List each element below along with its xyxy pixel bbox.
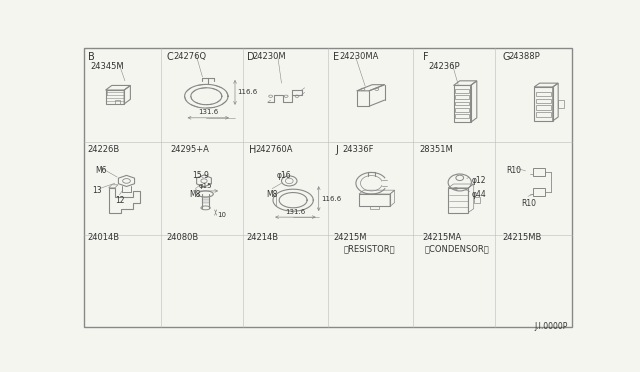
Text: F: F — [422, 52, 428, 62]
Text: R10: R10 — [506, 166, 521, 174]
Bar — [536, 112, 551, 117]
Bar — [558, 100, 564, 108]
Text: 131.6: 131.6 — [285, 209, 305, 215]
Text: 24336F: 24336F — [342, 145, 374, 154]
Bar — [532, 168, 545, 176]
Text: H: H — [249, 145, 257, 155]
Text: φ16: φ16 — [277, 171, 291, 180]
Text: 24230M: 24230M — [253, 52, 287, 61]
Bar — [455, 108, 469, 112]
Text: 24214B: 24214B — [246, 233, 279, 242]
Text: 〈CONDENSOR〉: 〈CONDENSOR〉 — [424, 245, 489, 254]
Text: M6: M6 — [95, 166, 107, 174]
Text: 24226B: 24226B — [88, 145, 120, 154]
Text: D: D — [246, 52, 254, 62]
Text: 24014B: 24014B — [88, 233, 120, 242]
Text: 24080B: 24080B — [167, 233, 199, 242]
Text: M8: M8 — [266, 190, 277, 199]
Bar — [370, 206, 379, 209]
Text: C: C — [167, 52, 173, 62]
Text: 24295+A: 24295+A — [170, 145, 209, 154]
Bar — [532, 188, 545, 196]
Bar — [359, 194, 390, 206]
Text: 24276Q: 24276Q — [173, 52, 206, 61]
Bar — [536, 99, 551, 103]
Text: M8: M8 — [189, 190, 201, 199]
Text: 116.6: 116.6 — [321, 196, 341, 202]
Text: φ12: φ12 — [472, 176, 486, 185]
Text: 13: 13 — [92, 186, 102, 195]
Text: φ44: φ44 — [472, 190, 486, 199]
Text: 24215M: 24215M — [333, 233, 367, 242]
Bar — [536, 92, 551, 96]
Bar — [454, 86, 470, 122]
Bar — [474, 197, 480, 203]
Bar — [536, 106, 551, 110]
Bar — [455, 114, 469, 118]
Text: 12: 12 — [116, 196, 125, 205]
Text: 131.6: 131.6 — [198, 109, 218, 115]
Bar — [534, 87, 553, 121]
Text: 24345M: 24345M — [91, 62, 124, 71]
Text: 24215MA: 24215MA — [422, 233, 462, 242]
Text: 10: 10 — [217, 212, 226, 218]
Text: 〈RESISTOR〉: 〈RESISTOR〉 — [344, 245, 395, 254]
Text: 24236P: 24236P — [429, 62, 460, 71]
Text: 242760A: 242760A — [255, 145, 292, 154]
Text: 24388P: 24388P — [509, 52, 540, 61]
Text: E: E — [333, 52, 340, 62]
Bar — [455, 89, 469, 93]
Text: G: G — [502, 52, 510, 62]
Text: B: B — [88, 52, 95, 62]
Text: 28351M: 28351M — [419, 145, 453, 154]
Text: 24230MA: 24230MA — [340, 52, 379, 61]
Bar — [455, 96, 469, 99]
Text: 15.9: 15.9 — [193, 171, 209, 180]
Text: 24215MB: 24215MB — [502, 233, 541, 242]
Text: J: J — [336, 145, 339, 155]
Text: R10: R10 — [522, 199, 537, 208]
Text: J.I.0000P: J.I.0000P — [535, 322, 568, 331]
Bar — [448, 188, 468, 212]
Text: 116.6: 116.6 — [237, 89, 257, 95]
Text: φ15: φ15 — [199, 183, 212, 189]
Bar — [455, 102, 469, 106]
